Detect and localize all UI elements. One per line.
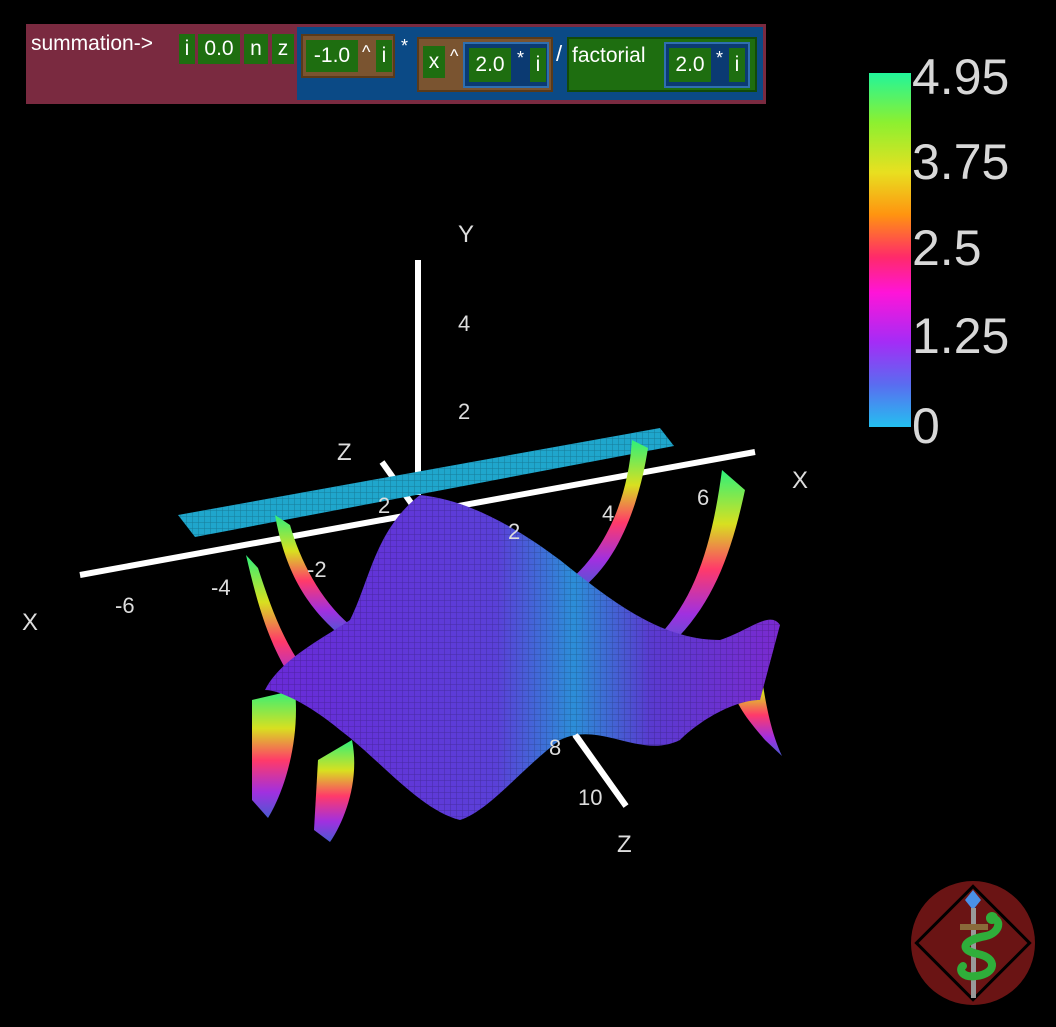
multiply-operator: * — [401, 36, 409, 56]
start-value-chip[interactable]: 0.0 — [198, 34, 240, 64]
multiply-operator-3: * — [716, 48, 724, 68]
y-axis-label: Y — [458, 221, 475, 248]
i-chip-b[interactable]: i — [729, 48, 745, 82]
upper-bound-chip[interactable]: n — [244, 34, 268, 64]
colorbar — [869, 73, 911, 427]
neg-one-chip[interactable]: -1.0 — [306, 40, 358, 72]
eval-var-chip[interactable]: z — [272, 34, 294, 64]
curve-sheet-bottom-left-2 — [314, 740, 355, 842]
z-tick: 8 — [549, 735, 562, 760]
z-axis-label-top: Z — [337, 439, 352, 466]
y-tick: 2 — [458, 399, 471, 424]
x-tick: -4 — [211, 575, 231, 600]
divide-operator: / — [556, 41, 563, 66]
multiply-operator-2: * — [517, 48, 525, 68]
summation-label: summation-> — [31, 32, 153, 55]
colorbar-tick: 1.25 — [912, 308, 1010, 364]
caduceus-snake-dagger-icon — [911, 881, 1035, 1005]
z-axis-label-bottom: Z — [617, 831, 632, 858]
curve-sheet-left-2 — [275, 515, 350, 635]
two-chip-a[interactable]: 2.0 — [469, 48, 511, 82]
exponent-i-chip[interactable]: i — [376, 40, 392, 72]
x-tick: 2 — [378, 493, 391, 518]
curve-sheet-right-2 — [655, 470, 745, 650]
index-var-chip[interactable]: i — [179, 34, 195, 64]
two-chip-b[interactable]: 2.0 — [669, 48, 711, 82]
i-chip-a[interactable]: i — [530, 48, 546, 82]
power-operator: ^ — [362, 42, 371, 62]
factorial-label: factorial — [572, 44, 646, 67]
x-tick: 4 — [602, 501, 615, 526]
colorbar-tick: 0 — [912, 398, 940, 454]
x-axis-label-right: X — [792, 467, 809, 494]
x-tick: 6 — [697, 485, 710, 510]
power-operator-2: ^ — [450, 46, 459, 66]
curve-sheet-bottom-left — [252, 690, 296, 818]
z-tick: 10 — [578, 785, 603, 810]
x-var-chip[interactable]: x — [423, 46, 445, 78]
x-axis-label-left: X — [22, 609, 39, 636]
x-tick: 2 — [508, 519, 521, 544]
curve-sheet-right — [570, 440, 648, 590]
x-tick: -2 — [307, 557, 327, 582]
colorbar-tick: 2.5 — [912, 220, 982, 276]
x-tick: -6 — [115, 593, 135, 618]
y-tick: 4 — [458, 311, 471, 336]
colorbar-tick: 4.95 — [912, 49, 1010, 105]
colorbar-tick: 3.75 — [912, 134, 1010, 190]
